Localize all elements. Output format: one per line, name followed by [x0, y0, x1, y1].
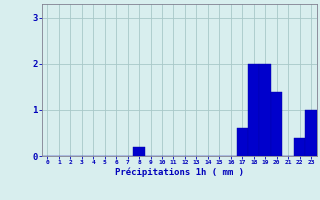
Bar [236, 128, 248, 156]
Bar [133, 147, 145, 156]
X-axis label: Précipitations 1h ( mm ): Précipitations 1h ( mm ) [115, 168, 244, 177]
Bar [271, 92, 282, 156]
Bar [248, 64, 260, 156]
Bar [294, 138, 305, 156]
Bar [260, 64, 271, 156]
Bar [305, 110, 317, 156]
